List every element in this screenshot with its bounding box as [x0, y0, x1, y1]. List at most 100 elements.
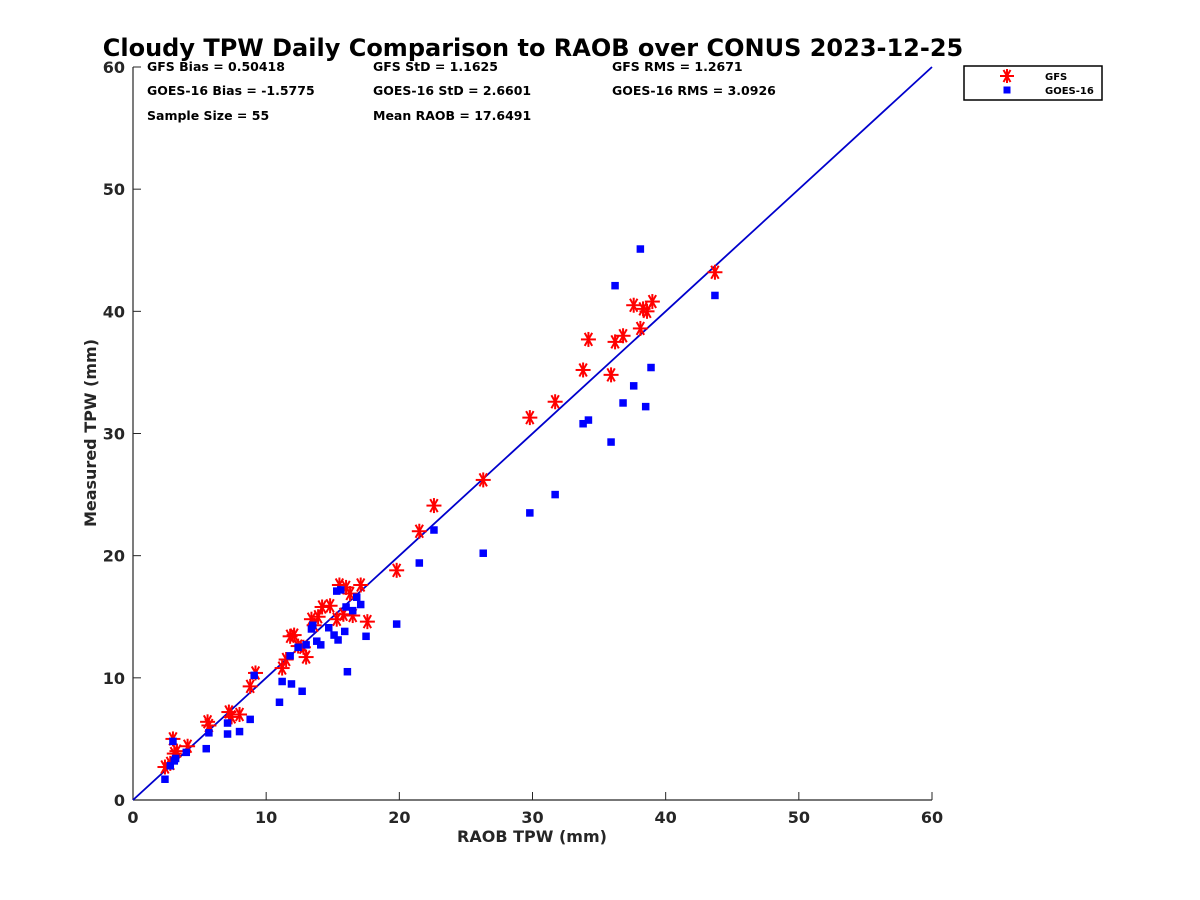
legend-gfs-marker — [1000, 69, 1014, 83]
stat-text: GFS Bias = 0.50418 — [147, 59, 285, 74]
goes-16-point — [348, 606, 357, 615]
y-tick-label: 20 — [103, 547, 125, 566]
legend-label: GOES-16 — [1045, 86, 1094, 97]
stat-text: GFS RMS = 1.2671 — [612, 59, 743, 74]
gfs-point — [644, 294, 660, 310]
x-tick-label: 10 — [255, 808, 277, 827]
gfs-point — [411, 523, 427, 539]
gfs-point — [632, 320, 648, 336]
goes-16-point — [584, 416, 593, 424]
goes-16-point — [161, 775, 169, 783]
goes-16-point — [250, 671, 258, 680]
goes-16-point — [309, 621, 317, 630]
x-tick-label: 0 — [127, 808, 138, 827]
goes-16-point — [235, 727, 244, 736]
goes-16-point — [223, 730, 232, 738]
gfs-point — [615, 328, 631, 344]
gfs-point — [426, 498, 442, 514]
goes-16-point — [275, 698, 284, 707]
stat-text: Mean RAOB = 17.6491 — [373, 108, 531, 123]
y-tick-label: 60 — [103, 58, 125, 77]
x-axis-label: RAOB TPW (mm) — [457, 827, 607, 846]
gfs-point — [286, 627, 302, 643]
goes-16-point — [223, 719, 232, 727]
goes-16-point — [317, 641, 325, 649]
goes-16-point — [287, 680, 296, 688]
goes-16-point — [340, 627, 349, 636]
y-axis-label: Measured TPW (mm) — [81, 339, 100, 527]
goes-16-point — [629, 382, 638, 390]
goes-16-point — [325, 623, 333, 632]
goes-16-point — [332, 587, 341, 595]
gfs-point — [707, 264, 723, 280]
gfs-point — [603, 367, 619, 383]
gfs-point — [322, 598, 338, 614]
goes-16-point — [647, 363, 655, 372]
y-tick-label: 0 — [114, 791, 125, 810]
gfs-point — [224, 709, 240, 725]
goes-16-point — [356, 600, 365, 609]
goes-16-point — [352, 593, 361, 601]
goes-16-point — [641, 402, 650, 411]
goes-16-point — [636, 245, 645, 253]
goes-16-point — [286, 652, 294, 660]
x-tick-label: 40 — [655, 808, 677, 827]
x-tick-label: 50 — [788, 808, 810, 827]
goes-16-point — [246, 715, 254, 724]
goes-16-point — [526, 509, 534, 517]
x-tick-label: 60 — [921, 808, 943, 827]
gfs-point — [242, 678, 258, 694]
y-tick-label: 50 — [103, 180, 125, 199]
stat-text: GFS StD = 1.1625 — [373, 59, 498, 74]
goes-16-point — [479, 549, 487, 557]
goes-16-point — [607, 438, 615, 446]
legend-box — [963, 65, 1103, 101]
gfs-point — [580, 331, 596, 347]
stat-text: GOES-16 Bias = -1.5775 — [147, 83, 315, 98]
goes-16-point — [342, 603, 350, 611]
stat-text: GOES-16 StD = 2.6601 — [373, 83, 531, 98]
goes-16-point — [415, 559, 424, 567]
stat-text: Sample Size = 55 — [147, 108, 269, 123]
goes-16-point — [334, 636, 342, 644]
goes-16-point — [611, 281, 619, 290]
goes-16-point — [169, 737, 177, 746]
chart-title: Cloudy TPW Daily Comparison to RAOB over… — [103, 34, 963, 62]
y-tick-label: 30 — [103, 425, 125, 444]
gfs-point — [626, 297, 642, 313]
goes-16-point — [336, 586, 345, 594]
series-gfs — [157, 264, 723, 775]
gfs-point — [353, 577, 369, 593]
goes-16-point — [202, 744, 210, 753]
goes-16-point — [166, 762, 175, 770]
goes-16-point — [278, 677, 286, 686]
goes-16-point — [343, 667, 352, 676]
goes-16-point — [302, 641, 310, 649]
goes-16-point — [362, 632, 370, 641]
goes-16-point — [430, 526, 438, 534]
gfs-point — [547, 394, 563, 410]
gfs-point — [310, 609, 326, 625]
gfs-point — [575, 362, 591, 378]
y-tick-label: 10 — [103, 669, 125, 688]
goes-16-point — [182, 748, 191, 757]
gfs-point — [522, 410, 538, 426]
legend-label: GFS — [1045, 72, 1067, 83]
goes-16-point — [298, 687, 306, 696]
goes-16-point — [330, 631, 338, 639]
stat-text: GOES-16 RMS = 3.0926 — [612, 83, 776, 98]
y-tick-label: 40 — [103, 302, 125, 321]
stats-block: GFS Bias = 0.50418 GFS StD = 1.1625 GFS RM… — [147, 59, 776, 123]
goes-16-point — [579, 419, 587, 428]
one-to-one-line — [132, 66, 933, 801]
legend: GFS GOES-16 — [963, 65, 1103, 101]
goes-16-point — [619, 399, 627, 407]
legend-goes-16-marker — [1003, 86, 1011, 94]
goes-16-point — [711, 291, 719, 300]
goes-16-point — [551, 490, 559, 499]
goes-16-point — [313, 637, 321, 645]
x-tick-label: 30 — [521, 808, 543, 827]
series-goes-16 — [161, 245, 719, 783]
gfs-point — [475, 472, 491, 488]
